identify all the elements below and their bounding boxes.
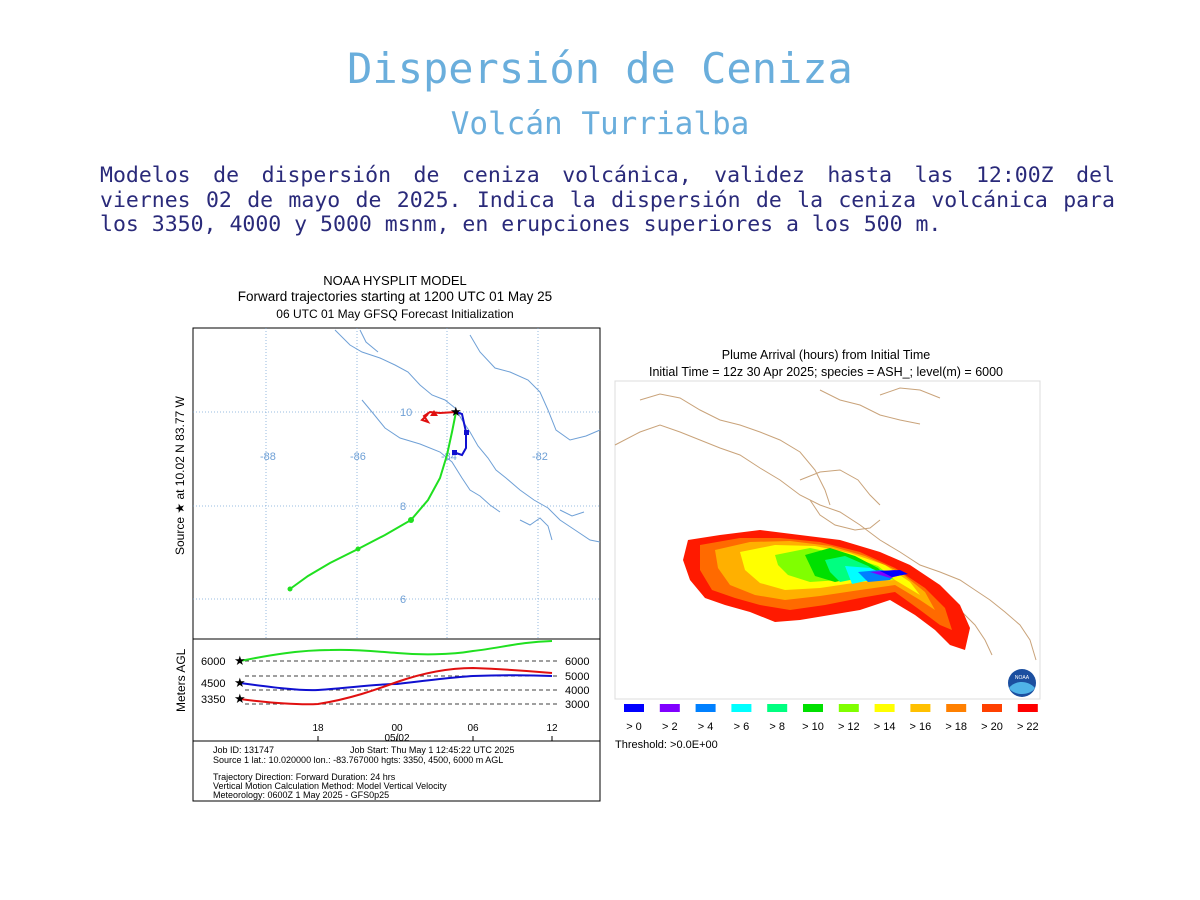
page-subtitle: Volcán Turrialba (450, 106, 750, 142)
info-job-id: Job ID: 131747 (213, 745, 274, 755)
time-tick-00: 00 (391, 723, 403, 734)
plume-legend: > 0 > 2 > 4 > 6 > 8 > 10 > 12 > 14 > 16 > 18 > 20 >… (624, 704, 1039, 733)
description-text: Modelos de dispersión de ceniza volcánic… (100, 163, 1115, 237)
legend-label: > 18 (945, 721, 967, 733)
legend-label: > 10 (802, 721, 824, 733)
traj-title-3: 06 UTC 01 May GFSQ Forecast Initializati… (276, 307, 513, 321)
plume-title-1: Plume Arrival (hours) from Initial Time (722, 348, 930, 362)
time-tick-18: 18 (312, 723, 324, 734)
legend-swatch (803, 704, 823, 712)
map-gridlines (193, 328, 600, 639)
info-box (192, 740, 601, 802)
height-star-6000: ★ (234, 653, 246, 668)
legend-label: > 0 (626, 721, 642, 733)
height-star-4500: ★ (234, 675, 246, 690)
legend-swatch (1017, 704, 1038, 712)
traj-title-1: NOAA HYSPLIT MODEL (323, 273, 467, 288)
legend-label: > 6 (734, 721, 750, 733)
height-axis-label: Meters AGL (174, 648, 188, 712)
noaa-logo: NOAA (1008, 669, 1036, 697)
lat-label-8: 8 (400, 501, 406, 513)
legend-swatch (695, 704, 716, 712)
lon-label-82: -82 (532, 451, 548, 463)
legend-label: > 20 (981, 721, 1003, 733)
lon-label-86: -86 (350, 451, 366, 463)
traj-4500-path (452, 411, 469, 457)
info-meteo: Meteorology: 0600Z 1 May 2025 - GFS0p25 (213, 790, 389, 800)
info-job-start: Job Start: Thu May 1 12:45:22 UTC 2025 (350, 745, 514, 755)
lon-label-88: -88 (260, 451, 276, 463)
height-3350-line (239, 666, 553, 706)
right-level-5000: 5000 (565, 671, 589, 683)
info-direction: Trajectory Direction: Forward Duration: … (213, 772, 396, 782)
time-tick-12: 12 (546, 723, 558, 734)
height-4500-line (239, 674, 553, 692)
legend-label: > 4 (698, 721, 714, 733)
height-6000-line (239, 640, 553, 662)
legend-swatch (838, 704, 859, 712)
legend-label: > 14 (874, 721, 896, 733)
legend-swatch (982, 704, 1002, 712)
left-level-3350: 3350 (201, 694, 225, 706)
right-level-3000: 3000 (565, 699, 589, 711)
legend-swatch (874, 704, 895, 712)
right-level-4000: 4000 (565, 685, 589, 697)
right-level-6000: 6000 (565, 656, 589, 668)
legend-label: > 2 (662, 721, 678, 733)
left-level-6000: 6000 (201, 656, 225, 668)
legend-swatch (910, 704, 931, 712)
legend-swatch (731, 704, 752, 712)
plume-figure: Plume Arrival (hours) from Initial Time … (614, 348, 1041, 751)
lat-label-6: 6 (400, 594, 406, 606)
threshold-label: Threshold: >0.0E+00 (615, 739, 718, 751)
legend-swatch (767, 704, 788, 712)
traj-6000-path (287, 411, 457, 592)
plume-coastline (614, 387, 1037, 661)
legend-label: > 22 (1017, 721, 1039, 733)
noaa-logo-text: NOAA (1015, 675, 1030, 681)
left-level-4500: 4500 (201, 678, 225, 690)
trajectory-map-frame (192, 327, 601, 640)
height-star-3350: ★ (234, 691, 246, 706)
source-star: ★ (450, 404, 462, 419)
plume-title-2: Initial Time = 12z 30 Apr 2025; species … (649, 365, 1003, 379)
legend-label: > 16 (910, 721, 932, 733)
legend-label: > 12 (838, 721, 860, 733)
legend-swatch (624, 704, 644, 712)
time-tick-06: 06 (467, 723, 479, 734)
source-label: Source ★ at 10.02 N 83.77 W (173, 395, 187, 555)
plume-area (683, 530, 970, 650)
legend-label: > 8 (769, 721, 785, 733)
legend-swatch (659, 704, 680, 712)
page-title: Dispersión de Ceniza (347, 44, 853, 93)
trajectory-figure: NOAA HYSPLIT MODEL Forward trajectories … (173, 273, 601, 802)
date-label: 05/02 (384, 733, 409, 744)
traj-3350-path (420, 410, 457, 424)
lat-label-10: 10 (400, 407, 412, 419)
info-vertical: Vertical Motion Calculation Method: Mode… (213, 781, 447, 791)
traj-title-2: Forward trajectories starting at 1200 UT… (238, 289, 552, 304)
legend-swatch (946, 704, 967, 712)
info-source: Source 1 lat.: 10.020000 lon.: -83.76700… (213, 755, 503, 765)
